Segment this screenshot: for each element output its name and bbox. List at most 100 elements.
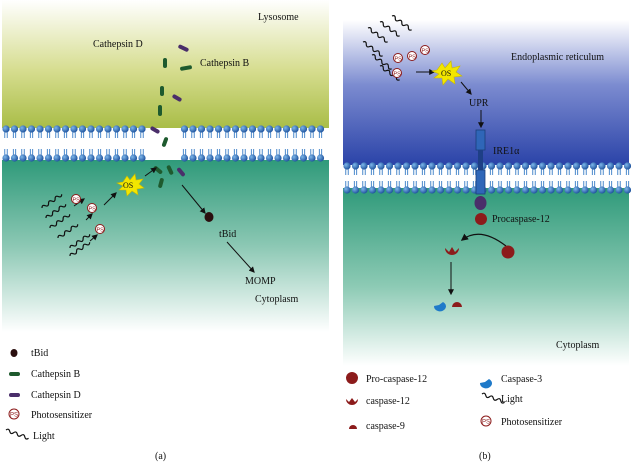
cathepsin-b-molecule — [166, 165, 174, 175]
lipid-head — [316, 154, 325, 162]
os-to-upr-arrow — [460, 81, 472, 95]
lipid-head — [581, 162, 589, 170]
lipid-head — [112, 125, 121, 133]
svg-text:PS: PS — [409, 55, 417, 61]
cathepsin-b-molecule — [180, 65, 192, 71]
os-burst-a: OS — [116, 173, 145, 197]
lipid-head — [257, 125, 265, 133]
cathepsin-to-tbid-arrow — [181, 184, 206, 214]
momp-label: MOMP — [245, 276, 276, 287]
legend-a-item: Cathepsin D — [31, 390, 81, 401]
lipid-head — [598, 186, 606, 194]
tbid-molecule — [204, 212, 214, 222]
legend-b-item: Caspase-3 — [501, 374, 542, 385]
lipid-head — [274, 125, 282, 133]
lysosome-membrane — [2, 125, 325, 162]
lipid-head — [70, 125, 78, 133]
lipid-head — [521, 186, 530, 194]
lipid-head — [487, 162, 496, 170]
lipid-head — [615, 162, 623, 170]
tbid-to-momp-arrow — [226, 241, 255, 273]
lipid-head — [87, 154, 95, 162]
lipid-head — [180, 125, 189, 133]
cathepsin-b-molecule — [160, 86, 164, 96]
panel-a: Lysosome Cytoplasm Cathepsin D Cathepsin… — [2, 0, 329, 462]
cytoplasm-label-b: Cytoplasm — [556, 340, 600, 351]
lipid-head — [78, 154, 87, 162]
lipid-head — [206, 125, 214, 133]
lipid-head — [598, 162, 606, 170]
lipid-head — [470, 162, 479, 170]
lipid-head — [419, 186, 428, 194]
os-label-a: OS — [123, 181, 133, 190]
lipid-head — [589, 186, 598, 194]
lipid-head — [436, 162, 445, 170]
legend-b-item: caspase-9 — [366, 421, 405, 432]
lipid-head — [2, 154, 10, 162]
lipid-head — [589, 162, 598, 170]
photosensitizer-icon: PS — [87, 203, 97, 213]
lipid-head — [291, 154, 299, 162]
lipid-head — [564, 162, 572, 170]
lipid-head — [538, 186, 547, 194]
cytoplasm-label-a: Cytoplasm — [255, 294, 299, 305]
lipid-head — [248, 154, 257, 162]
pro-caspase-12-molecule — [501, 245, 515, 259]
lipid-head — [112, 154, 121, 162]
lipid-head — [95, 154, 104, 162]
lipid-head — [36, 125, 44, 133]
photosensitizer-icon: PS — [393, 53, 403, 63]
cathepsin-d-molecule — [177, 167, 185, 177]
lipid-head — [70, 154, 78, 162]
lipid-head — [206, 154, 214, 162]
caspase-3-icon — [479, 379, 492, 389]
lipid-head — [623, 162, 631, 170]
lipid-head — [36, 154, 44, 162]
lipid-head — [78, 125, 87, 133]
lipid-head — [402, 162, 411, 170]
lipid-head — [121, 154, 129, 162]
ps-light-group-a: PS PS PS — [40, 192, 117, 258]
svg-text:PS: PS — [10, 413, 18, 419]
lipid-head — [377, 162, 385, 170]
lipid-head — [87, 125, 95, 133]
lipid-head — [282, 125, 291, 133]
svg-text:PS: PS — [73, 198, 81, 204]
lipid-head — [121, 125, 129, 133]
cathepsin-b-molecule — [158, 105, 162, 116]
lipid-head — [615, 186, 623, 194]
procaspase-12-molecule — [475, 213, 487, 225]
lipid-head — [496, 162, 504, 170]
lipid-head — [428, 162, 436, 170]
lipid-head — [504, 162, 513, 170]
lipid-head — [564, 186, 572, 194]
ire1a-label: IRE1α — [493, 146, 520, 157]
lipid-head — [351, 186, 360, 194]
lipid-head — [453, 186, 462, 194]
lipid-head — [606, 186, 615, 194]
light-icon — [4, 427, 30, 441]
os-label-b: OS — [441, 69, 451, 78]
lipid-head — [316, 125, 325, 133]
lipid-head — [521, 162, 530, 170]
lipid-head — [555, 186, 564, 194]
lipid-head — [138, 125, 146, 133]
lipid-head — [282, 154, 291, 162]
legend-a-item: tBid — [31, 348, 48, 359]
lipid-head — [61, 154, 70, 162]
svg-text:PS: PS — [422, 49, 430, 55]
cytoplasm-region-a — [2, 160, 329, 332]
lipid-head — [53, 125, 61, 133]
photosensitizer-icon: PS — [71, 194, 81, 204]
ire1a-receptor — [474, 129, 487, 210]
lipid-head — [104, 125, 112, 133]
lipid-head — [581, 186, 589, 194]
lipid-head — [53, 154, 61, 162]
lipid-head — [265, 125, 274, 133]
lipid-head — [61, 125, 70, 133]
lipid-head — [129, 125, 138, 133]
lipid-head — [274, 154, 282, 162]
lipid-head — [291, 125, 299, 133]
lipid-head — [308, 125, 316, 133]
photosensitizer-icon: PS — [95, 224, 105, 234]
